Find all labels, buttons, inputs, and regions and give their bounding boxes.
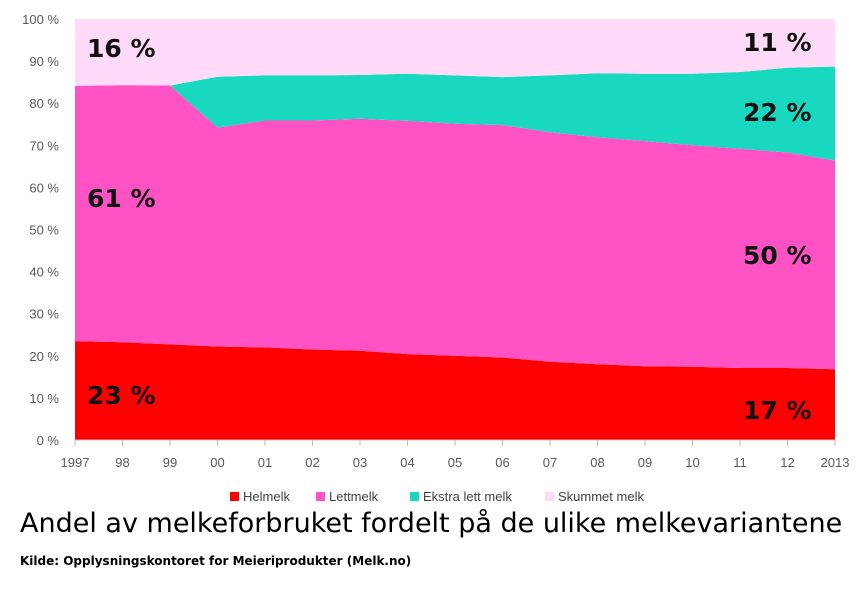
- x-tick-label: 00: [210, 455, 224, 470]
- label-start-lettmelk: 61 %: [87, 184, 156, 213]
- label-start-skummet: 16 %: [87, 34, 156, 63]
- legend-label-lettmelk: Lettmelk: [329, 489, 379, 504]
- legend-swatch-ekstra-lett-melk: [410, 492, 419, 501]
- chart-caption-title: Andel av melkeforbruket fordelt på de ul…: [20, 508, 843, 539]
- label-end-lettmelk: 50 %: [743, 241, 812, 270]
- legend-item-lettmelk: Lettmelk: [316, 489, 379, 504]
- x-tick-label: 02: [305, 455, 319, 470]
- percentage-labels: 16 % 61 % 23 % 11 % 22 % 50 % 17 %: [87, 28, 812, 425]
- stacked-area-chart: 0 % 10 % 20 % 30 % 40 % 50 % 60 % 70 % 80 % 90 % 1…: [22, 12, 849, 504]
- legend: Helmelk Lettmelk Ekstra lett melk Skummet m…: [230, 489, 644, 504]
- y-tick-label: 20 %: [29, 349, 59, 364]
- label-end-ekstralett: 22 %: [743, 98, 812, 127]
- y-tick-label: 50 %: [29, 223, 59, 238]
- source-note: Kilde: Opplysningskontoret for Meieripro…: [20, 554, 412, 568]
- y-tick-label: 30 %: [29, 307, 59, 322]
- y-tick-label: 70 %: [29, 138, 59, 153]
- legend-label-helmelk: Helmelk: [243, 489, 290, 504]
- area-helmelk: [75, 341, 835, 440]
- y-tick-label: 60 %: [29, 180, 59, 195]
- axes-group: 0 % 10 % 20 % 30 % 40 % 50 % 60 % 70 % 80 % 90 % 1…: [22, 12, 849, 470]
- y-tick-label: 100 %: [22, 12, 59, 27]
- x-tick-label: 09: [638, 455, 652, 470]
- x-tick-label: 1997: [61, 455, 90, 470]
- y-axis-ticks: 0 % 10 % 20 % 30 % 40 % 50 % 60 % 70 % 80 % 90 % 1…: [22, 12, 59, 448]
- label-end-helmelk: 17 %: [743, 396, 812, 425]
- y-tick-label: 10 %: [29, 391, 59, 406]
- x-tick-label: 04: [400, 455, 414, 470]
- x-tick-label: 05: [448, 455, 462, 470]
- x-tick-label: 08: [590, 455, 604, 470]
- x-tick-label: 99: [163, 455, 177, 470]
- label-start-helmelk: 23 %: [87, 381, 156, 410]
- x-tick-label: 07: [543, 455, 557, 470]
- area-ekstra-lett-melk: [75, 66, 835, 161]
- legend-label-ekstra-lett-melk: Ekstra lett melk: [423, 489, 512, 504]
- legend-label-skummet-melk: Skummet melk: [558, 489, 644, 504]
- legend-item-skummet-melk: Skummet melk: [545, 489, 644, 504]
- x-tick-label: 03: [353, 455, 367, 470]
- x-axis-ticks: 1997 98 99 00 01 02 03 04 05 06 07 08 09 10 11 12 2013: [61, 440, 850, 470]
- x-tick-label: 06: [495, 455, 509, 470]
- x-tick-label: 2013: [821, 455, 850, 470]
- legend-swatch-skummet-melk: [545, 492, 554, 501]
- legend-item-helmelk: Helmelk: [230, 489, 290, 504]
- y-tick-label: 80 %: [29, 96, 59, 111]
- x-tick-label: 10: [685, 455, 699, 470]
- legend-item-ekstra-lett-melk: Ekstra lett melk: [410, 489, 512, 504]
- area-skummet-melk: [75, 19, 835, 86]
- area-lettmelk: [75, 85, 835, 370]
- legend-swatch-helmelk: [230, 492, 239, 501]
- x-tick-label: 12: [780, 455, 794, 470]
- x-tick-label: 11: [733, 455, 747, 470]
- label-end-skummet: 11 %: [743, 28, 812, 57]
- y-tick-label: 90 %: [29, 54, 59, 69]
- legend-swatch-lettmelk: [316, 492, 325, 501]
- area-series-group: [75, 19, 835, 440]
- y-tick-label: 0 %: [37, 433, 60, 448]
- x-tick-label: 01: [258, 455, 272, 470]
- x-tick-label: 98: [115, 455, 129, 470]
- y-tick-label: 40 %: [29, 265, 59, 280]
